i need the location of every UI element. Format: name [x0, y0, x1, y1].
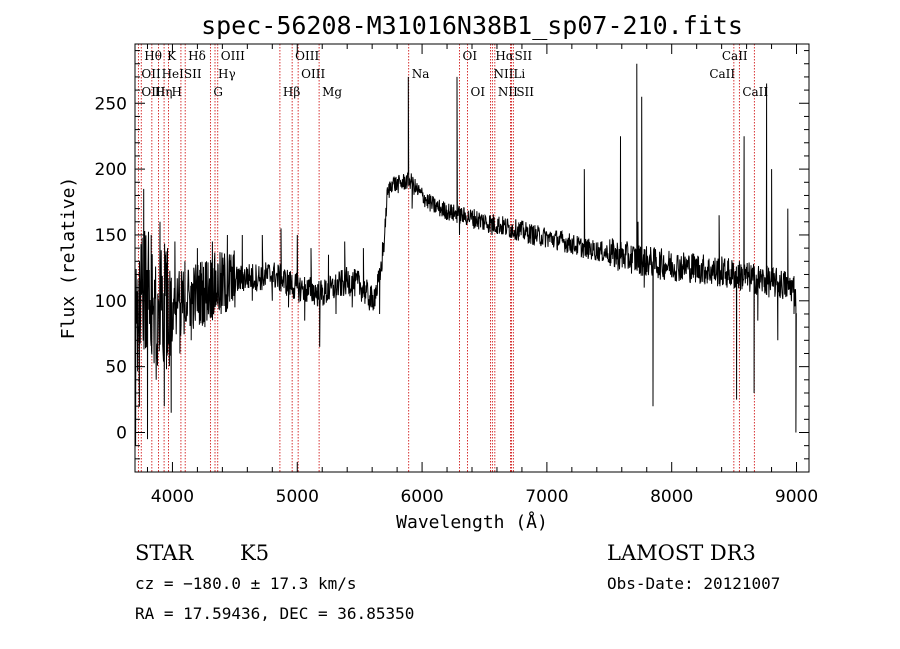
line-label: OI — [471, 85, 486, 99]
x-axis-label: Wavelength (Å) — [396, 511, 548, 533]
y-tick-label: 200 — [95, 160, 127, 180]
line-label: OIII — [141, 85, 165, 99]
line-label: SII — [514, 49, 532, 63]
line-label: Hη — [155, 85, 173, 99]
plot-frame — [134, 43, 810, 473]
line-label: NII — [493, 67, 513, 81]
line-label: CaII — [722, 49, 748, 63]
y-tick-label: 50 — [105, 358, 127, 378]
line-label: CaII — [742, 85, 768, 99]
line-label: H — [171, 85, 181, 99]
x-tick-label: 9000 — [775, 487, 818, 507]
line-label: SII — [184, 67, 202, 81]
y-axis-label: Flux (relative) — [58, 177, 79, 340]
redshift-velocity: cz = −180.0 ± 17.3 km/s — [135, 574, 357, 593]
x-tick-label: 7000 — [525, 487, 568, 507]
line-label: OI — [463, 49, 478, 63]
line-label: OII — [141, 67, 161, 81]
y-axis-ticks: 0 50 100 150 200 250 — [95, 50, 809, 460]
spectral-line-markers — [137, 44, 755, 472]
line-label: G — [213, 85, 223, 99]
spectrum-line — [134, 63, 797, 446]
line-label: Mg — [322, 85, 342, 99]
y-tick-label: 250 — [95, 94, 127, 114]
line-label: Na — [412, 67, 430, 81]
survey-name: LAMOST DR3 — [607, 541, 756, 565]
y-tick-label: 150 — [95, 226, 127, 246]
line-label: Hγ — [218, 67, 236, 81]
x-tick-label: 8000 — [650, 487, 693, 507]
x-tick-label: 6000 — [400, 487, 443, 507]
line-label: Hδ — [188, 49, 206, 63]
observation-date: Obs-Date: 20121007 — [607, 574, 780, 593]
y-tick-label: 100 — [95, 292, 127, 312]
line-label: CaII — [709, 67, 735, 81]
line-label: K — [167, 49, 177, 63]
chart-title: spec-56208-M31016N38B1_sp07-210.fits — [201, 11, 743, 40]
line-label: Hβ — [283, 85, 300, 99]
x-axis-ticks: 4000 5000 6000 7000 8000 9000 — [146, 44, 818, 507]
coordinates: RA = 17.59436, DEC = 36.85350 — [135, 604, 414, 623]
object-subclass: K5 — [240, 541, 269, 565]
line-label: Hθ — [144, 49, 162, 63]
line-label: Li — [513, 67, 525, 81]
line-label: OIII — [301, 67, 325, 81]
line-label: SII — [516, 85, 534, 99]
object-class: STAR — [135, 541, 194, 565]
y-tick-label: 0 — [116, 423, 127, 443]
line-label: Hα — [495, 49, 514, 63]
x-tick-label: 5000 — [276, 487, 319, 507]
line-label: OIII — [295, 49, 319, 63]
line-label: NII — [498, 85, 518, 99]
x-tick-label: 4000 — [151, 487, 194, 507]
line-label: HeI — [162, 67, 185, 81]
line-label: OIII — [221, 49, 245, 63]
